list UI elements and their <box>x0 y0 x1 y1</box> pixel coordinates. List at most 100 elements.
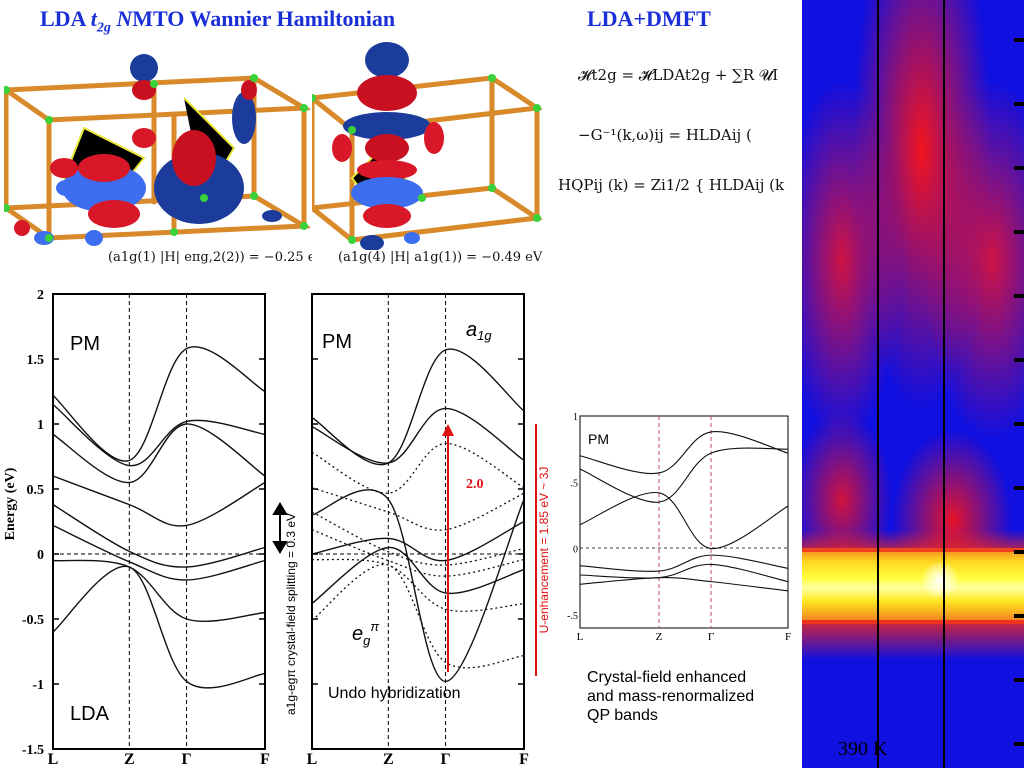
caption-line: and mass-renormalized <box>587 688 755 705</box>
pm-label: PM <box>322 331 352 353</box>
orbital-left-caption: (a1g(1) |H| eπg,2(2)) = −0.25 eV <box>108 250 325 265</box>
hybridized-band-line <box>311 442 525 494</box>
splitting-double-arrow <box>272 502 288 554</box>
band-line <box>579 447 789 503</box>
title-n-part: N <box>110 6 133 31</box>
band-line <box>52 423 266 484</box>
y-tick-label: -.5 <box>567 611 578 622</box>
y-axis-label: Energy (eV) <box>3 467 18 540</box>
pm-label: PM <box>588 431 609 447</box>
y-tick-label: 0.5 <box>27 483 45 498</box>
y-tick-label: 0 <box>37 548 44 563</box>
axis-tick-mark <box>1014 38 1024 42</box>
band-line <box>52 475 266 527</box>
axis-tick-mark <box>1014 230 1024 234</box>
x-tick-label: Γ <box>708 631 714 643</box>
band-line <box>52 346 266 462</box>
wannier-band-plot: a1g-egπ crystal-field splitting = 0.3 eV… <box>272 293 529 768</box>
y-tick-label: 0 <box>573 545 578 556</box>
axis-tick-mark <box>1014 678 1024 682</box>
band-line <box>311 520 525 562</box>
x-tick-label: Z <box>124 751 135 768</box>
hybridized-band-line <box>311 529 525 577</box>
orbital-image-left <box>4 38 310 272</box>
band-line <box>52 403 266 467</box>
title-rest-part: MTO Wannier Hamiltonian <box>132 6 396 31</box>
orbital-image-right <box>312 38 542 272</box>
band-line <box>579 577 789 592</box>
u-enhancement-annotation: U-enhancement = 1.85 eV ~ 3J <box>535 424 551 676</box>
title-lda-part: LDA <box>40 6 91 31</box>
orbital-right-caption: (a1g(4) |H| a1g(1)) = −0.49 eV <box>338 250 543 265</box>
x-tick-label: Γ <box>181 751 191 768</box>
spectral-function-heatmap: 390 K <box>802 0 1024 768</box>
y-tick-labels: 2 1.5 1 0.5 0 -0.5 -1 -1.5 <box>22 288 44 758</box>
band-line <box>579 563 789 583</box>
equation-qp-hamiltonian: HQPij (k) = Zi1/2 { HLDAij (k <box>558 176 785 194</box>
left-title: LDA t2g NMTO Wannier Hamiltonian <box>40 6 395 36</box>
band-line <box>311 489 525 683</box>
eg-label: egπ <box>352 619 379 648</box>
undo-hybridization-label: Undo hybridization <box>328 685 461 702</box>
band-line <box>311 348 525 466</box>
band-line <box>52 504 266 568</box>
x-tick-label: Z <box>383 751 394 768</box>
x-tick-label: Z <box>656 631 663 643</box>
pm-label: PM <box>70 333 100 355</box>
caption-line: QP bands <box>587 707 658 724</box>
lda-label: LDA <box>70 703 110 725</box>
qp-bands-caption: Crystal-field enhanced and mass-renormal… <box>587 668 754 725</box>
axis-tick-mark <box>1014 550 1024 554</box>
equation-green-function: −G⁻¹(k,ω)ij = HLDAij ( <box>578 126 752 144</box>
x-tick-label: F <box>260 751 270 768</box>
right-title: LDA+DMFT <box>587 6 711 31</box>
axis-tick-mark <box>1014 102 1024 106</box>
y-tick-label: .5 <box>571 478 579 489</box>
axis-tick-mark <box>1014 422 1024 426</box>
x-tick-label: L <box>307 751 318 768</box>
band-line <box>311 407 525 464</box>
enhancement-value: 2.0 <box>466 477 484 492</box>
band-line <box>52 524 266 581</box>
hybridized-band-line <box>311 511 525 566</box>
hybridized-band-line <box>311 563 525 669</box>
axis-tick-mark <box>1014 166 1024 170</box>
y-tick-label: -0.5 <box>22 613 44 628</box>
title-2g-sub: 2g <box>96 20 111 36</box>
y-tick-label: 1.5 <box>27 353 45 368</box>
band-line <box>52 559 266 623</box>
x-tick-label: F <box>785 631 791 643</box>
y-tick-labels: 1 .5 0 -.5 <box>567 412 578 622</box>
y-tick-label: 2 <box>37 288 44 303</box>
axis-tick-mark <box>1014 486 1024 490</box>
enhancement-arrow <box>442 424 454 672</box>
band-line <box>579 431 789 475</box>
y-tick-label: 1 <box>573 412 578 423</box>
axis-tick-mark <box>1014 358 1024 362</box>
k-point-line <box>877 0 879 768</box>
axis-tick-mark <box>1014 294 1024 298</box>
x-tick-label: L <box>577 631 584 643</box>
a1g-label: a1g <box>466 319 492 343</box>
k-point-line <box>943 0 945 768</box>
band-line <box>579 492 789 550</box>
splitting-label: a1g-egπ crystal-field splitting = 0.3 eV <box>284 513 298 715</box>
x-tick-label: Γ <box>440 751 450 768</box>
equation-hamiltonian: 𝓗t2g = 𝓗LDAt2g + ∑R 𝓤I <box>578 66 779 84</box>
axis-tick-mark <box>1014 614 1024 618</box>
svg-text:U-enhancement = 1.85 eV ~ 3J: U-enhancement = 1.85 eV ~ 3J <box>537 467 551 634</box>
y-tick-label: -1.5 <box>22 743 44 758</box>
hybridized-band-line <box>311 487 525 531</box>
axis-tick-mark <box>1014 742 1024 746</box>
band-line <box>311 546 525 604</box>
title-t-part: t <box>90 6 97 31</box>
temperature-label: 390 K <box>838 738 888 760</box>
caption-line: Crystal-field enhanced <box>587 669 747 686</box>
band-line <box>52 565 266 689</box>
y-tick-label: 1 <box>37 418 44 433</box>
y-tick-label: -1 <box>32 678 44 693</box>
